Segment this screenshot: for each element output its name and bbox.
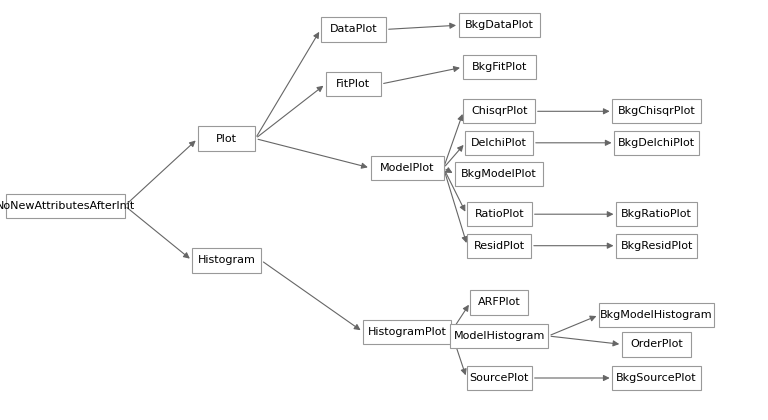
Text: BkgModelPlot: BkgModelPlot bbox=[462, 169, 537, 179]
Text: NoNewAttributesAfterInit: NoNewAttributesAfterInit bbox=[0, 201, 135, 211]
Text: BkgResidPlot: BkgResidPlot bbox=[621, 241, 693, 251]
FancyBboxPatch shape bbox=[467, 202, 531, 226]
Text: ResidPlot: ResidPlot bbox=[474, 241, 525, 251]
Text: OrderPlot: OrderPlot bbox=[631, 339, 683, 349]
FancyBboxPatch shape bbox=[462, 55, 536, 79]
FancyBboxPatch shape bbox=[450, 324, 548, 348]
Text: ChisqrPlot: ChisqrPlot bbox=[471, 106, 528, 116]
FancyBboxPatch shape bbox=[455, 162, 544, 186]
Text: BkgChisqrPlot: BkgChisqrPlot bbox=[617, 106, 696, 116]
FancyBboxPatch shape bbox=[321, 17, 386, 42]
Text: HistogramPlot: HistogramPlot bbox=[368, 327, 446, 337]
Text: DelchiPlot: DelchiPlot bbox=[472, 138, 527, 148]
FancyBboxPatch shape bbox=[371, 156, 443, 180]
Text: BkgModelHistogram: BkgModelHistogram bbox=[601, 310, 713, 320]
Text: BkgSourcePlot: BkgSourcePlot bbox=[617, 373, 697, 383]
Text: ModelPlot: ModelPlot bbox=[380, 163, 434, 173]
FancyBboxPatch shape bbox=[192, 248, 261, 273]
Text: BkgFitPlot: BkgFitPlot bbox=[472, 62, 527, 72]
FancyBboxPatch shape bbox=[613, 366, 700, 390]
Text: SourcePlot: SourcePlot bbox=[469, 373, 529, 383]
FancyBboxPatch shape bbox=[467, 366, 531, 390]
FancyBboxPatch shape bbox=[470, 290, 528, 315]
Text: DataPlot: DataPlot bbox=[329, 24, 377, 34]
Text: Plot: Plot bbox=[216, 134, 237, 144]
Text: FitPlot: FitPlot bbox=[336, 79, 370, 89]
FancyBboxPatch shape bbox=[616, 202, 697, 226]
FancyBboxPatch shape bbox=[467, 234, 531, 258]
FancyBboxPatch shape bbox=[622, 332, 691, 357]
Text: BkgRatioPlot: BkgRatioPlot bbox=[621, 209, 692, 219]
Text: ARFPlot: ARFPlot bbox=[478, 297, 521, 307]
FancyBboxPatch shape bbox=[464, 99, 535, 123]
FancyBboxPatch shape bbox=[6, 194, 124, 218]
FancyBboxPatch shape bbox=[197, 126, 255, 151]
FancyBboxPatch shape bbox=[326, 72, 381, 96]
FancyBboxPatch shape bbox=[613, 99, 700, 123]
Text: BkgDelchiPlot: BkgDelchiPlot bbox=[618, 138, 695, 148]
Text: RatioPlot: RatioPlot bbox=[475, 209, 524, 219]
FancyBboxPatch shape bbox=[599, 303, 714, 327]
FancyBboxPatch shape bbox=[465, 131, 533, 155]
Text: ModelHistogram: ModelHistogram bbox=[454, 331, 545, 341]
FancyBboxPatch shape bbox=[614, 131, 699, 155]
FancyBboxPatch shape bbox=[362, 320, 452, 344]
FancyBboxPatch shape bbox=[616, 234, 697, 258]
Text: Histogram: Histogram bbox=[197, 255, 256, 265]
Text: BkgDataPlot: BkgDataPlot bbox=[465, 20, 534, 30]
FancyBboxPatch shape bbox=[458, 13, 539, 37]
